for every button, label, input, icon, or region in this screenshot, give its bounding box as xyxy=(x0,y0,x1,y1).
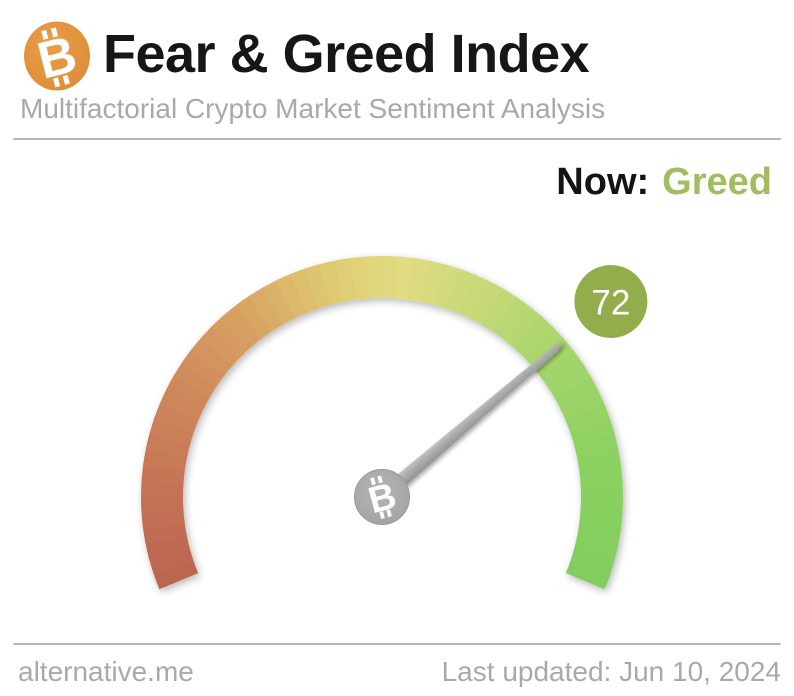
footer-divider xyxy=(13,643,781,645)
current-status: Now: Greed xyxy=(556,161,772,204)
header-divider xyxy=(13,138,781,140)
status-value: Greed xyxy=(662,161,772,203)
last-updated-text: Last updated: Jun 10, 2024 xyxy=(441,656,781,687)
value-badge: 72 xyxy=(574,265,648,338)
value-badge-label: 72 xyxy=(591,284,630,323)
source-link[interactable]: alternative.me xyxy=(18,656,194,687)
gauge-arc xyxy=(141,255,623,590)
page-title: Fear & Greed Index xyxy=(103,24,590,84)
bitcoin-logo-icon: B xyxy=(24,21,90,91)
gauge-hub: B xyxy=(354,469,410,525)
status-label: Now: xyxy=(556,161,650,203)
bitcoin-logo-circle xyxy=(24,21,90,91)
gauge-needle xyxy=(377,342,563,503)
page-subtitle: Multifactorial Crypto Market Sentiment A… xyxy=(20,93,606,124)
